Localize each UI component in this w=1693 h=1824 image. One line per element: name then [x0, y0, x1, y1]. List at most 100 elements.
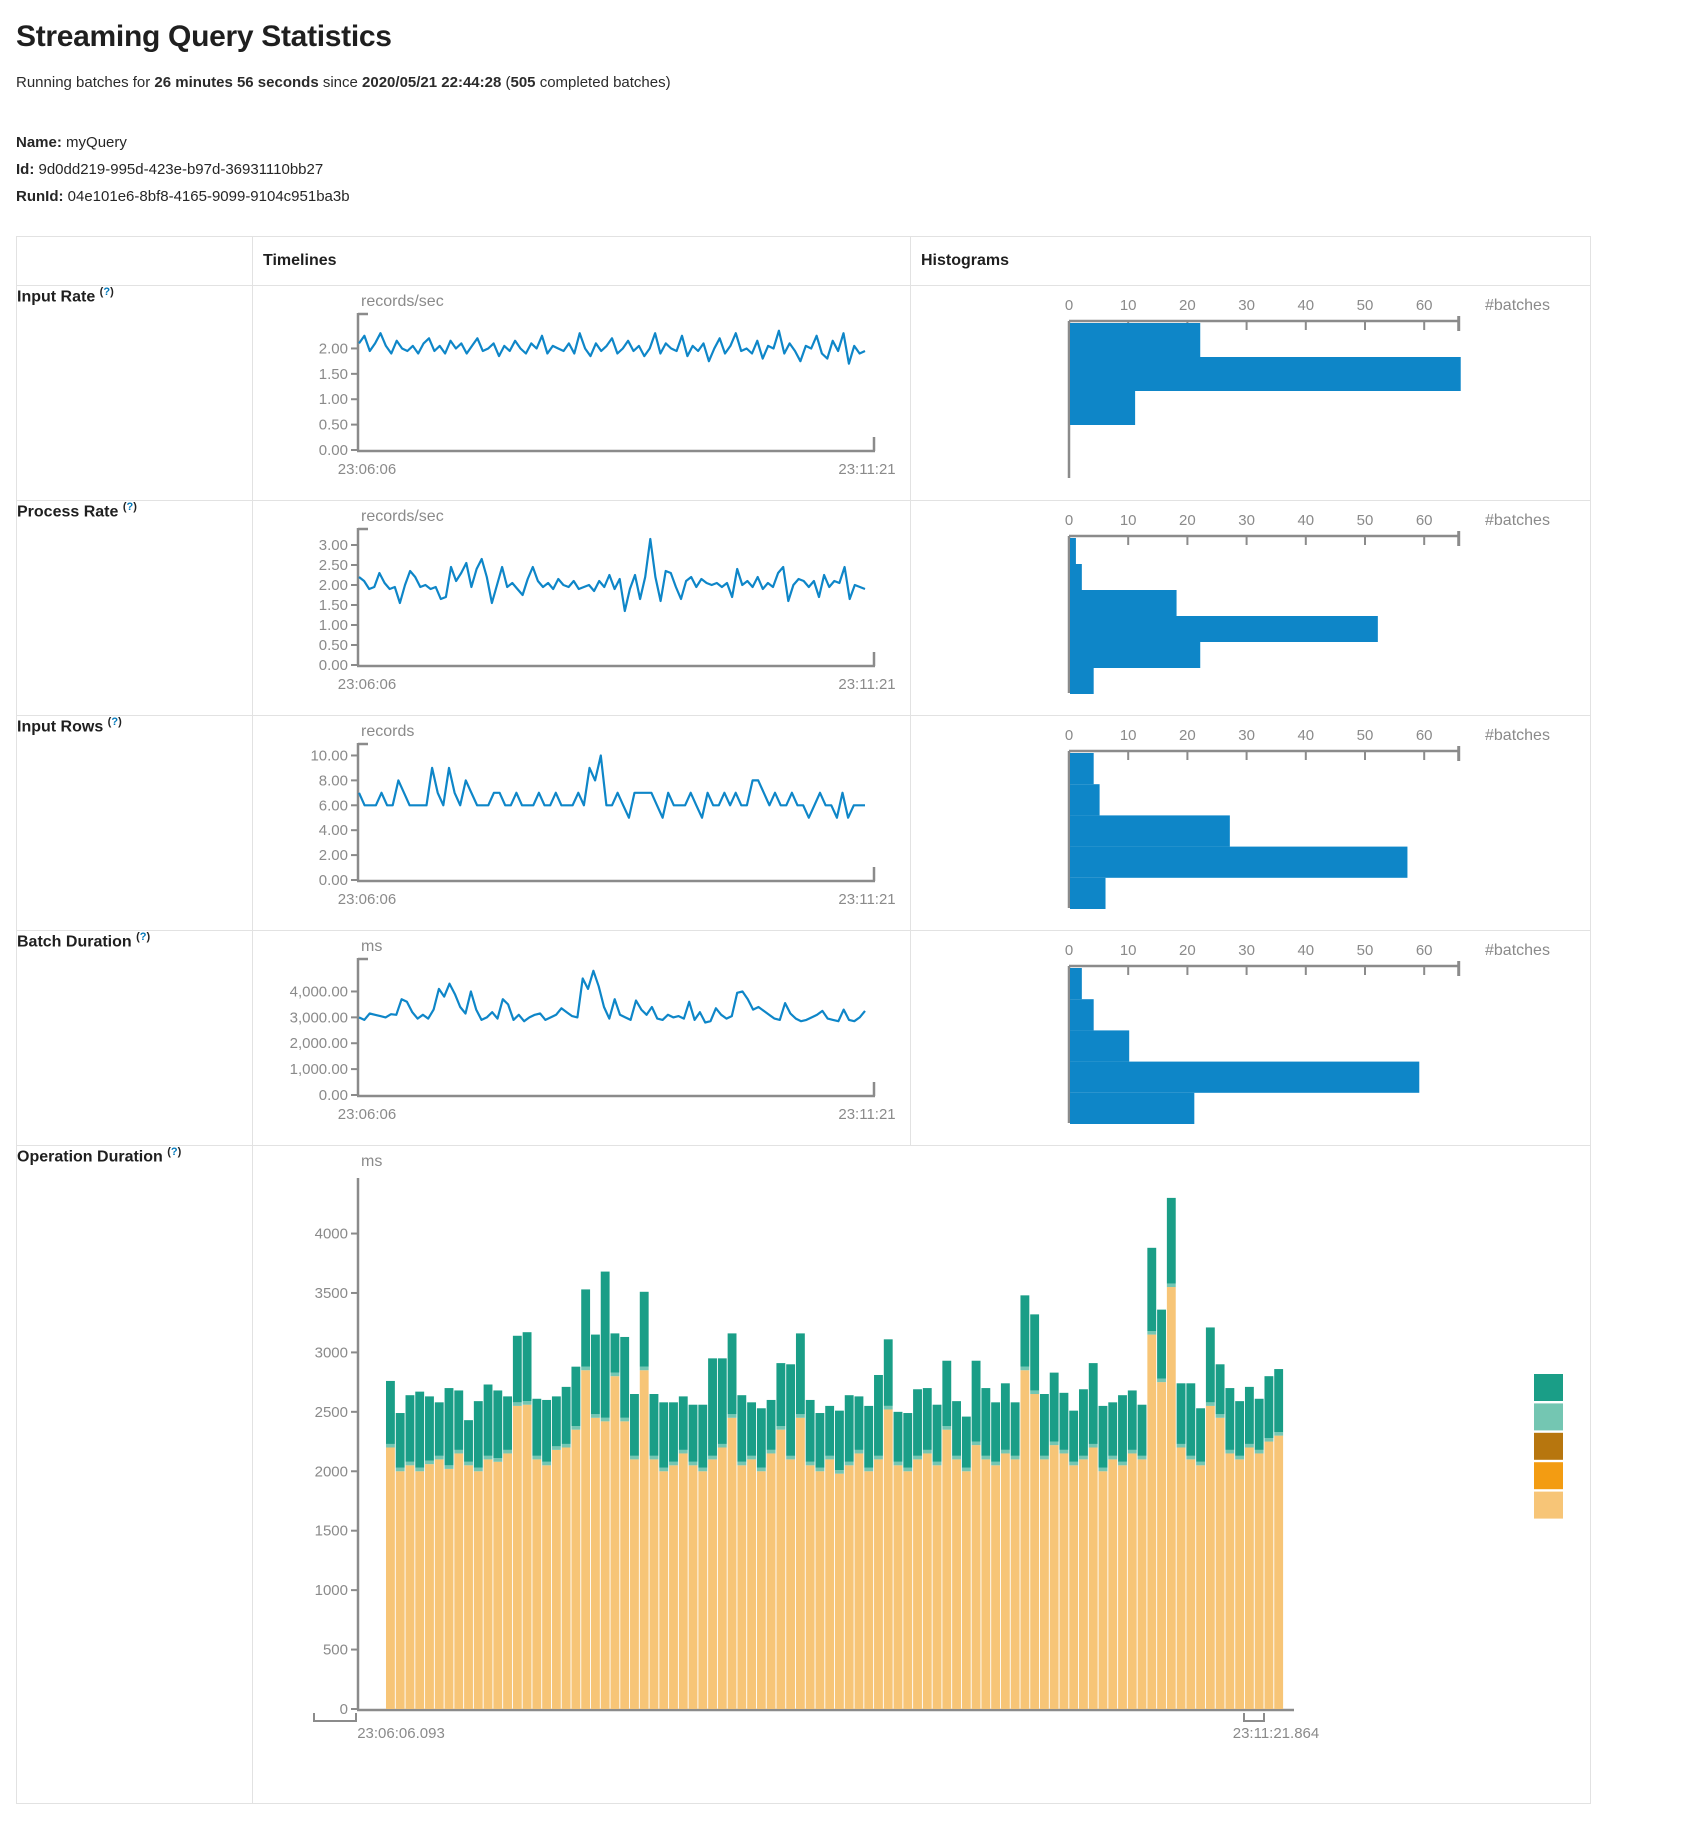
summary-prefix: Running batches for	[16, 74, 155, 91]
summary-duration: 26 minutes 56 seconds	[154, 74, 319, 91]
histogram-bar	[1070, 999, 1094, 1031]
help-icon[interactable]: (?)	[167, 1146, 181, 1158]
stacked-bar-segment	[1000, 1453, 1010, 1709]
query-runid-value: 04e101e6-8bf8-4165-9099-9104c951ba3b	[67, 188, 350, 205]
legend-swatch[interactable]	[1534, 1462, 1563, 1490]
stacked-bar-segment	[600, 1421, 610, 1709]
help-icon[interactable]: (?)	[100, 286, 114, 298]
stacked-bar-segment	[864, 1471, 874, 1709]
stacked-bar-segment	[727, 1417, 737, 1709]
stacked-bar-segment	[434, 1459, 444, 1709]
stacked-bar-segment	[1118, 1395, 1127, 1462]
stacked-bar-segment	[942, 1426, 952, 1430]
stacked-bar-segment	[415, 1467, 425, 1472]
stacked-bar-segment	[415, 1391, 425, 1468]
stacked-bar-segment	[405, 1461, 415, 1466]
help-icon[interactable]: (?)	[123, 501, 137, 513]
stacked-bar-segment	[874, 1459, 883, 1709]
metric-row: Process Rate (?) records/sec 0.00 0.50 1.00…	[16, 500, 1591, 716]
legend-swatch[interactable]	[1534, 1432, 1563, 1460]
stacked-bar-segment	[747, 1455, 757, 1460]
operation-duration-row: Operation Duration (?) ms 0 500 1000 1500 200…	[16, 1145, 1591, 1804]
svg-text:ms: ms	[361, 1153, 382, 1170]
svg-text:23:11:21: 23:11:21	[838, 676, 895, 693]
svg-text:23:06:06: 23:06:06	[338, 461, 396, 478]
timeline-line-series	[358, 537, 866, 613]
svg-text:60: 60	[1416, 512, 1433, 529]
svg-text:20: 20	[1179, 727, 1196, 744]
stacked-bar-segment	[835, 1410, 844, 1471]
help-question-mark: ?	[139, 931, 147, 943]
summary-mid: since	[318, 74, 363, 91]
stacked-bar-segment	[737, 1461, 747, 1466]
svg-text:1,000.00: 1,000.00	[290, 1061, 348, 1078]
stacked-bar-segment	[893, 1461, 903, 1466]
stacked-bar-segment	[981, 1459, 991, 1709]
stacked-bar-segment	[522, 1332, 532, 1402]
stacked-bar-segment	[815, 1413, 825, 1468]
legend-swatch[interactable]	[1534, 1403, 1563, 1431]
svg-text:23:11:21.864: 23:11:21.864	[1233, 1725, 1319, 1742]
svg-text:23:06:06: 23:06:06	[338, 676, 396, 693]
stacked-bar-segment	[454, 1390, 464, 1450]
stacked-bar-segment	[854, 1449, 864, 1454]
stacked-bar-segment	[825, 1455, 835, 1460]
stacked-bar-segment	[532, 1459, 542, 1709]
stacked-bar-segment	[717, 1358, 727, 1444]
stacked-bar-segment	[1020, 1370, 1030, 1709]
svg-text:1000: 1000	[315, 1582, 348, 1599]
stacked-bar-segment	[493, 1461, 503, 1709]
stacked-bar-segment	[1137, 1455, 1147, 1460]
stacked-bar-segment	[825, 1405, 835, 1456]
help-paren-close: )	[177, 1146, 182, 1158]
svg-text:23:06:06: 23:06:06	[338, 891, 396, 908]
running-batches-summary: Running batches for 26 minutes 56 second…	[16, 74, 1677, 91]
stacked-bar-segment	[727, 1414, 737, 1418]
stacked-bar-segment	[952, 1401, 961, 1456]
help-icon[interactable]: (?)	[108, 716, 122, 728]
stacked-bar-segment	[786, 1364, 796, 1456]
stacked-bar-segment	[756, 1467, 766, 1472]
legend-swatch[interactable]	[1534, 1491, 1563, 1519]
svg-text:60: 60	[1416, 727, 1433, 744]
stacked-bar-segment	[805, 1399, 815, 1462]
stacked-bar-segment	[1069, 1410, 1079, 1462]
stacked-bar-segment	[874, 1374, 883, 1456]
stacked-bar-segment	[600, 1271, 610, 1418]
svg-text:20: 20	[1179, 297, 1196, 314]
stacked-bar-segment	[620, 1417, 630, 1422]
legend-swatch[interactable]	[1534, 1374, 1563, 1401]
stacked-bar-segment	[532, 1455, 542, 1460]
stacked-bar-segment	[610, 1372, 620, 1377]
svg-text:40: 40	[1297, 512, 1314, 529]
help-question-mark: ?	[126, 501, 134, 513]
histogram-bar-chart: 0 10 20 30 40 50 60 #batches	[1065, 512, 1550, 694]
stacked-bar-segment	[473, 1401, 483, 1468]
query-runid-line: RunId: 04e101e6-8bf8-4165-9099-9104c951b…	[16, 183, 1677, 210]
stacked-bar-segment	[542, 1465, 552, 1709]
histogram-bar	[1070, 877, 1106, 909]
stacked-bar-segment	[1166, 1287, 1176, 1709]
stacked-bar-segment	[1244, 1386, 1254, 1444]
stacked-bar-segment	[1235, 1459, 1245, 1709]
stacked-bar-segment	[522, 1401, 532, 1405]
stacked-bar-segment	[1000, 1449, 1010, 1454]
stacked-bar-segment	[649, 1394, 659, 1456]
stacked-bar-segment	[708, 1455, 717, 1460]
stacked-bar-segment	[1049, 1445, 1059, 1709]
histogram-bar	[1070, 1030, 1130, 1062]
svg-text:0.00: 0.00	[319, 657, 348, 674]
stacked-bar-segment	[1039, 1394, 1049, 1456]
svg-text:1.00: 1.00	[319, 391, 348, 408]
svg-text:40: 40	[1297, 727, 1314, 744]
stacked-bar-segment	[1235, 1401, 1245, 1456]
stacked-bar-segment	[805, 1465, 815, 1709]
stacked-bar-segment	[835, 1470, 844, 1474]
svg-text:500: 500	[323, 1642, 348, 1659]
stacked-bar-segment	[571, 1366, 581, 1427]
stacked-bar-segment	[649, 1455, 659, 1460]
stacked-bar-segment	[386, 1443, 395, 1448]
svg-text:2.00: 2.00	[319, 340, 348, 357]
help-icon[interactable]: (?)	[136, 931, 150, 943]
